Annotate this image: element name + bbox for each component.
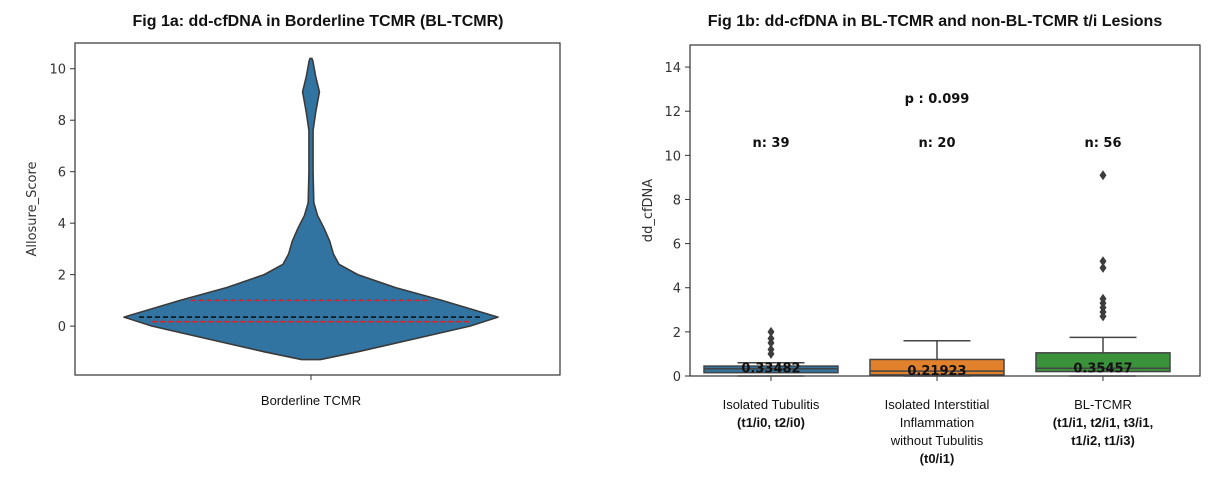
y-tick-label: 12 xyxy=(664,105,681,120)
x-tick-label-bold: t1/i2, t1/i3) xyxy=(1071,433,1135,448)
median-label: 0.21923 xyxy=(907,364,966,379)
box xyxy=(1035,352,1171,373)
chart-title: Fig 1b: dd-cfDNA in BL-TCMR and non-BL-T… xyxy=(708,13,1163,30)
n-label: n: 56 xyxy=(1084,136,1121,151)
y-tick-label: 4 xyxy=(58,217,66,232)
n-label: n: 20 xyxy=(918,136,955,151)
x-tick-label: Inflammation xyxy=(900,415,974,430)
outlier-point xyxy=(1099,170,1107,181)
y-axis-label: dd_cfDNA xyxy=(641,179,656,242)
y-tick-label: 6 xyxy=(673,238,681,253)
y-tick-label: 10 xyxy=(49,63,66,78)
y-tick-label: 0 xyxy=(673,370,681,385)
x-tick-label-bold: (t1/i0, t2/i0) xyxy=(737,415,805,430)
x-tick-label: BL-TCMR xyxy=(1074,397,1132,412)
outlier-point xyxy=(767,333,775,344)
x-tick-label-bold: (t0/i1) xyxy=(920,451,955,466)
outlier-point xyxy=(767,326,775,337)
box-group-1: Isolated Tubulitis (t1/i0, t2/i0) n: 39 0.3… xyxy=(703,136,839,430)
y-tick-label: 10 xyxy=(664,149,681,164)
x-tick-label: Borderline TCMR xyxy=(261,393,361,408)
y-axis-label: Allosure_Score xyxy=(25,161,40,256)
chart-title: Fig 1a: dd-cfDNA in Borderline TCMR (BL-… xyxy=(133,13,504,30)
y-tick-label: 2 xyxy=(673,326,681,341)
box-group-3: BL-TCMR (t1/i1, t2/i1, t3/i1, t1/i2, t1/i3… xyxy=(1035,136,1171,448)
y-tick-label: 6 xyxy=(58,166,66,181)
outlier-point xyxy=(767,344,775,355)
x-tick-label: Isolated Tubulitis xyxy=(723,397,820,412)
y-tick-label: 0 xyxy=(58,320,66,335)
violin-body xyxy=(123,57,499,361)
median-label: 0.35457 xyxy=(1073,361,1132,376)
x-tick-label-bold: (t1/i1, t2/i1, t3/i1, xyxy=(1053,415,1153,430)
outlier-point xyxy=(1099,293,1107,304)
median-label: 0.33482 xyxy=(741,362,800,377)
p-value-label: p : 0.099 xyxy=(905,92,970,107)
outlier-point xyxy=(1099,256,1107,267)
y-tick-label: 8 xyxy=(673,193,681,208)
outlier-point xyxy=(1099,262,1107,273)
y-tick-label: 2 xyxy=(58,269,66,284)
plot-frame xyxy=(74,42,561,376)
n-label: n: 39 xyxy=(752,136,789,151)
x-tick-label: Isolated Interstitial xyxy=(885,397,990,412)
y-tick-label: 8 xyxy=(58,114,66,129)
box-group-2: Isolated Interstitial Inflammation without… xyxy=(869,136,1005,466)
y-tick-label: 4 xyxy=(673,282,681,297)
x-tick-label: without Tubulitis xyxy=(890,433,984,448)
y-tick-label: 14 xyxy=(664,61,681,76)
